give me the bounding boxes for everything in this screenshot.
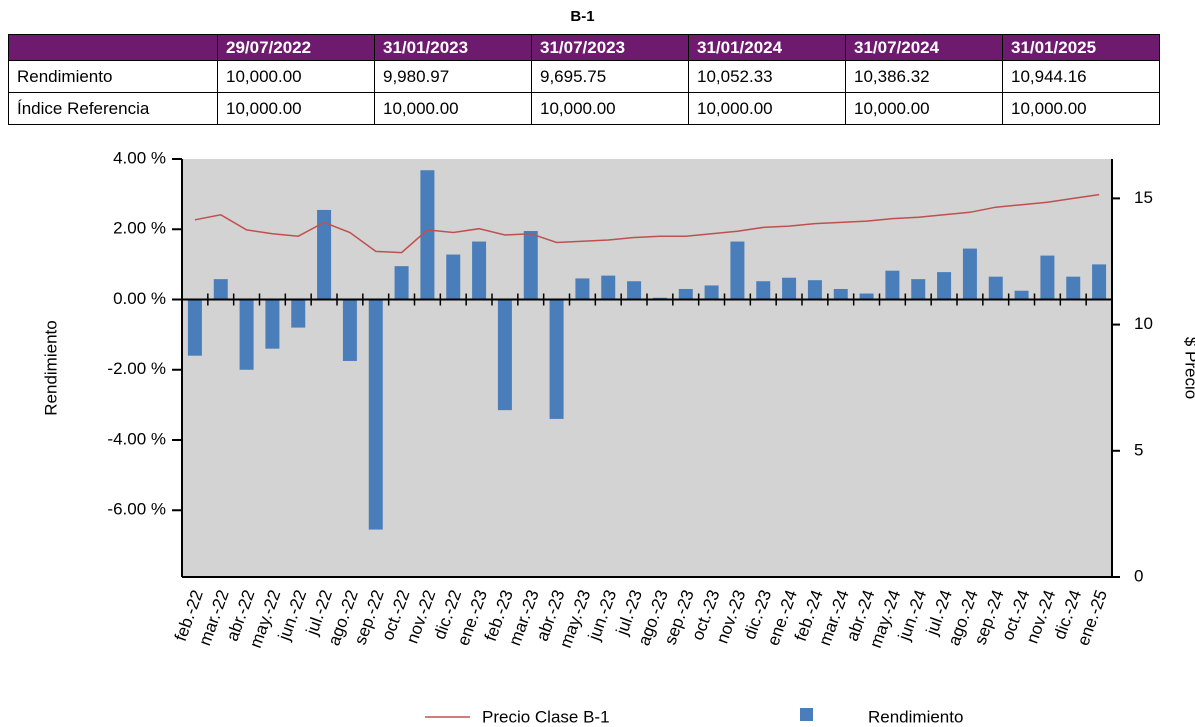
bar xyxy=(730,241,745,300)
header-cell: 31/07/2024 xyxy=(845,34,1003,61)
data-table: 29/07/2022 31/01/2023 31/07/2023 31/01/2… xyxy=(8,34,1160,125)
bar xyxy=(782,277,797,300)
y-tick-label: -6.00 % xyxy=(107,500,166,519)
bar xyxy=(523,231,538,300)
y-tick-label: -4.00 % xyxy=(107,429,166,448)
cell: 10,000.00 xyxy=(845,92,1003,125)
bar xyxy=(988,276,1003,300)
bar xyxy=(1014,290,1029,300)
bar xyxy=(1040,255,1055,300)
header-cell: 31/01/2024 xyxy=(688,34,846,61)
bar xyxy=(549,299,564,419)
legend-swatch xyxy=(800,708,813,721)
line xyxy=(194,193,1100,254)
y2-axis-title: $ Precio xyxy=(1182,337,1195,399)
bar xyxy=(472,241,487,300)
cell: 9,695.75 xyxy=(531,60,689,93)
header-cell: 31/07/2023 xyxy=(531,34,689,61)
bar xyxy=(627,281,642,300)
bar xyxy=(1066,276,1081,300)
cell: 10,944.16 xyxy=(1002,60,1160,93)
bar xyxy=(420,170,435,300)
y-tick-label: 2.00 % xyxy=(113,219,166,238)
bar xyxy=(239,299,254,370)
y2-tick-label: 5 xyxy=(1134,440,1143,459)
bar xyxy=(833,288,848,300)
cell: Índice Referencia xyxy=(8,92,218,125)
cell: 10,000.00 xyxy=(374,92,532,125)
bar xyxy=(859,293,874,300)
cell: 10,386.32 xyxy=(845,60,1003,93)
bar xyxy=(342,299,357,361)
bar xyxy=(187,299,202,356)
bar xyxy=(291,299,306,328)
cell: 10,000.00 xyxy=(217,60,375,93)
bar xyxy=(265,299,280,349)
cell: 10,000.00 xyxy=(688,92,846,125)
bar xyxy=(1092,264,1107,300)
y-tick-label: 0.00 % xyxy=(113,289,166,308)
bar xyxy=(962,248,977,300)
header-row: 29/07/2022 31/01/2023 31/07/2023 31/01/2… xyxy=(8,34,1160,61)
bar xyxy=(394,266,409,300)
bar xyxy=(807,280,822,300)
plot-area xyxy=(182,159,1112,577)
y-tick-label: -2.00 % xyxy=(107,359,166,378)
cell: Rendimiento xyxy=(8,60,218,93)
y2-tick-label: 15 xyxy=(1134,188,1153,207)
legend-label: Precio Clase B-1 xyxy=(482,707,610,726)
bar xyxy=(601,275,616,300)
bar xyxy=(446,254,461,300)
bar xyxy=(885,270,900,300)
bar xyxy=(678,288,693,300)
row: Rendimiento 10,000.00 9,980.97 9,695.75 … xyxy=(8,60,1160,93)
bar xyxy=(368,299,383,530)
row: Índice Referencia 10,000.00 10,000.00 10… xyxy=(8,92,1160,125)
table-title: B-1 xyxy=(570,8,595,25)
y-axis-title: Rendimiento xyxy=(41,320,60,415)
legend-label: Rendimiento xyxy=(868,707,963,726)
y2-tick-label: 10 xyxy=(1134,314,1153,333)
y2-tick-label: 0 xyxy=(1134,566,1143,585)
bar xyxy=(213,279,228,300)
bar xyxy=(704,285,719,300)
bar xyxy=(317,209,332,300)
cell: 9,980.97 xyxy=(374,60,532,93)
cell: 10,000.00 xyxy=(1002,92,1160,125)
cell: 10,000.00 xyxy=(217,92,375,125)
bar xyxy=(911,279,926,300)
bar xyxy=(497,299,512,411)
bar xyxy=(937,272,952,300)
y-tick-label: 4.00 % xyxy=(113,148,166,167)
header-cell: 31/01/2025 xyxy=(1002,34,1160,61)
bar xyxy=(756,281,771,300)
bar xyxy=(575,278,590,300)
